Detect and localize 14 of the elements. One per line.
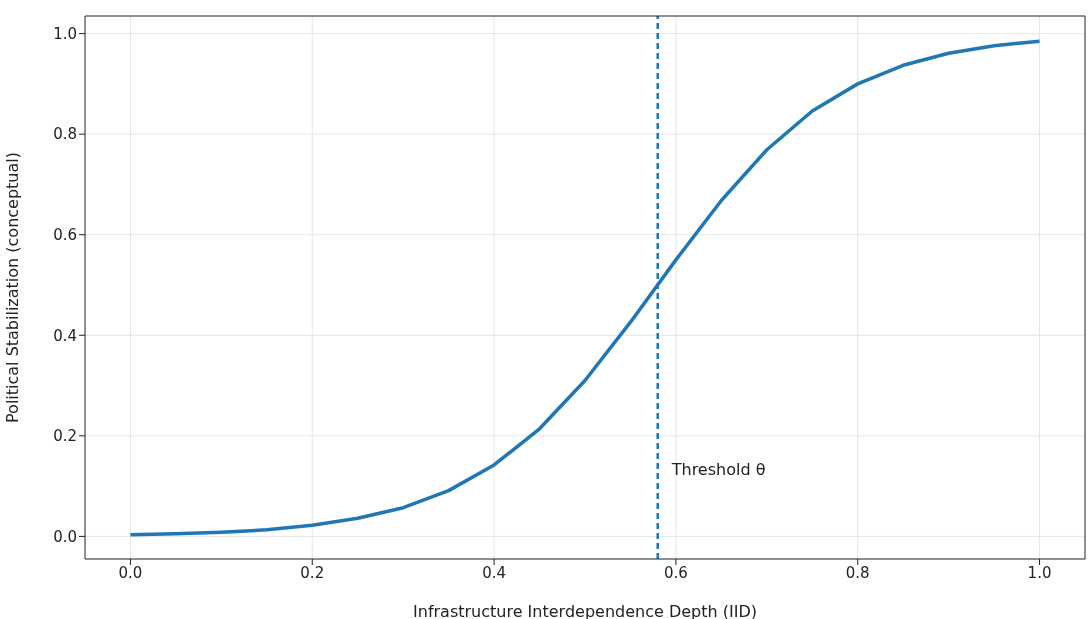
y-tick-label: 1.0 <box>53 24 77 43</box>
y-axis-title: Political Stabilization (conceptual) <box>2 152 22 423</box>
x-tick-label: 0.4 <box>482 563 507 582</box>
x-tick-label: 0.2 <box>300 563 325 582</box>
y-tick-label: 0.2 <box>53 427 77 446</box>
y-tick-label: 0.6 <box>53 226 77 245</box>
ref-line-label: Threshold θ <box>670 460 766 479</box>
x-tick-label: 1.0 <box>1027 563 1052 582</box>
x-tick-label: 0.6 <box>663 563 688 582</box>
y-tick-label: 0.8 <box>53 125 77 144</box>
y-tick-label: 0.4 <box>53 326 77 345</box>
x-tick-label: 0.8 <box>845 563 870 582</box>
x-tick-label: 0.0 <box>118 563 143 582</box>
y-tick-label: 0.0 <box>53 527 77 546</box>
